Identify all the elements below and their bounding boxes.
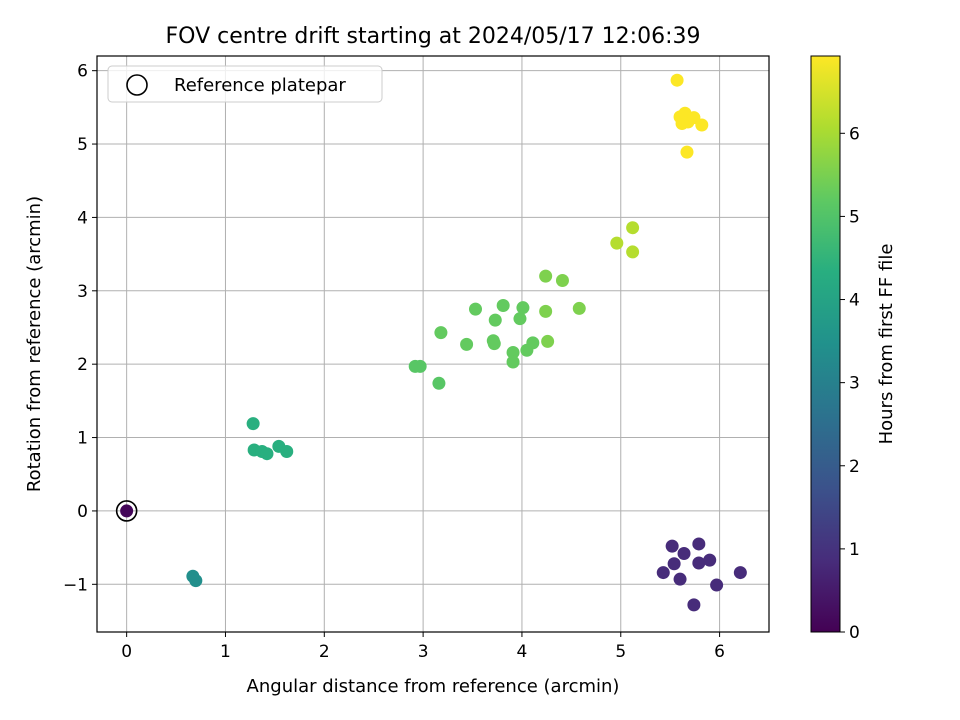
x-tick-label: 4 [517, 642, 528, 662]
y-tick-label: 0 [77, 502, 88, 522]
y-tick-label: 5 [77, 135, 88, 155]
y-tick-label: 1 [77, 429, 88, 449]
colorbar-ticks: 0 1 2 3 4 5 6 [840, 124, 860, 643]
legend-entry-label: Reference platepar [174, 75, 346, 96]
x-tick-label: 5 [615, 642, 626, 662]
chart-title: FOV centre drift starting at 2024/05/17 … [166, 24, 701, 49]
data-point [526, 336, 540, 350]
data-point [610, 236, 624, 250]
reference-marker [115, 500, 138, 522]
data-point [670, 73, 684, 87]
data-point [280, 444, 294, 458]
colorbar-tick-label: 6 [849, 124, 860, 144]
data-point [189, 574, 203, 588]
x-tick-label: 2 [319, 642, 330, 662]
data-point [665, 539, 679, 553]
colorbar-label: Hours from first FF file [876, 244, 897, 445]
colorbar [810, 55, 841, 633]
data-point [516, 301, 530, 315]
data-point [460, 337, 474, 351]
data-point [260, 447, 274, 461]
data-point [506, 345, 520, 359]
data-point [667, 557, 681, 571]
x-tick-label: 6 [714, 642, 725, 662]
data-point [506, 355, 520, 369]
data-point [626, 245, 640, 259]
y-axis-label: Rotation from reference (arcmin) [24, 196, 45, 492]
data-point [513, 312, 527, 326]
data-point [468, 302, 482, 316]
data-point [539, 269, 553, 283]
data-point [677, 546, 691, 560]
legend-box [107, 65, 383, 103]
data-point [572, 301, 586, 315]
y-tick-label: 6 [77, 62, 88, 82]
data-point [541, 334, 555, 348]
x-tick-label: 1 [220, 642, 231, 662]
data-point [488, 313, 502, 327]
plot-area-frame [96, 55, 770, 633]
colorbar-tick-label: 1 [849, 540, 860, 560]
data-point [687, 598, 701, 612]
x-axis-label: Angular distance from reference (arcmin) [247, 676, 620, 697]
data-point [246, 417, 260, 431]
data-point [673, 572, 687, 586]
data-point [656, 566, 670, 580]
x-tick-label: 3 [418, 642, 429, 662]
y-axis-ticks: −1 0 1 2 3 4 5 6 [63, 62, 97, 595]
y-tick-label: −1 [63, 575, 88, 595]
colorbar-tick-label: 2 [849, 457, 860, 477]
data-point [733, 566, 747, 580]
y-tick-label: 3 [77, 282, 88, 302]
data-point [703, 553, 717, 567]
y-tick-label: 2 [77, 355, 88, 375]
data-point [555, 274, 569, 288]
data-point [692, 556, 706, 570]
colorbar-tick-label: 5 [849, 207, 860, 227]
x-tick-label: 0 [121, 642, 132, 662]
y-tick-label: 4 [77, 208, 88, 228]
data-point [692, 537, 706, 551]
legend: Reference platepar [107, 65, 383, 103]
data-point [432, 376, 446, 390]
reference-point-ring [115, 500, 138, 522]
colorbar-tick-label: 4 [849, 291, 860, 311]
data-point [487, 337, 501, 351]
colorbar-tick-label: 0 [849, 623, 860, 643]
legend-marker-icon [126, 74, 148, 96]
colorbar-tick-label: 3 [849, 374, 860, 394]
x-axis-ticks: 0 1 2 3 4 5 6 [121, 632, 725, 662]
data-point [626, 221, 640, 235]
data-point [695, 118, 709, 132]
data-point [680, 145, 694, 159]
data-point [710, 578, 724, 592]
scatter-points [120, 73, 747, 612]
data-point [496, 298, 510, 312]
data-point [413, 359, 427, 373]
grid [97, 56, 769, 632]
data-point [539, 304, 553, 318]
data-point [120, 504, 134, 518]
data-point [434, 326, 448, 340]
